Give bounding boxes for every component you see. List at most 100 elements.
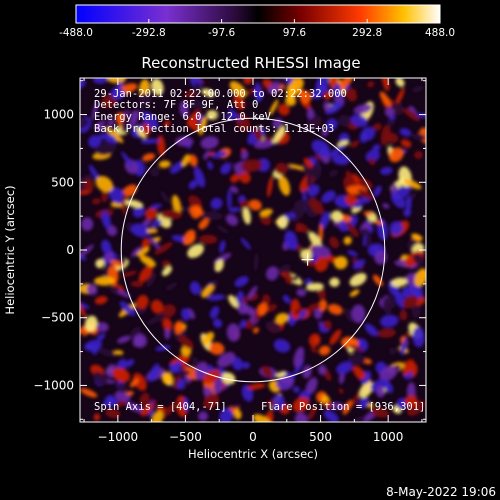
heatmap-blob — [386, 118, 396, 128]
heatmap-blob — [210, 197, 223, 210]
heatmap-blob — [407, 400, 425, 417]
solar-limb-circle — [120, 117, 386, 383]
heatmap-blob — [94, 295, 108, 305]
heatmap-blob — [351, 391, 361, 407]
heatmap-blob — [336, 140, 350, 147]
heatmap-blob — [93, 413, 101, 421]
heatmap-blob — [373, 122, 382, 131]
heatmap-blob — [93, 78, 108, 84]
heatmap-blob — [349, 272, 367, 287]
heatmap-blob — [342, 399, 353, 415]
heatmap-blob — [402, 294, 418, 309]
heatmap-blob — [374, 220, 384, 225]
heatmap-blob — [201, 331, 215, 345]
heatmap-blob — [353, 103, 372, 115]
annotation-detectors: Detectors: 7F 8F 9F, Att 0 — [94, 99, 258, 111]
heatmap-blob — [183, 229, 196, 245]
heatmap-blob — [161, 402, 177, 419]
heatmap-blob — [80, 79, 86, 89]
heatmap-blob — [243, 78, 254, 85]
heatmap-blob — [234, 276, 249, 288]
heatmap-blob — [150, 299, 164, 314]
y-axis-label: Heliocentric Y (arcsec) — [3, 185, 17, 314]
x-tick-label: −1000 — [98, 430, 139, 444]
heatmap-blob — [252, 327, 260, 334]
heatmap-blob — [213, 318, 223, 328]
heatmap-blob — [181, 154, 190, 167]
heatmap-blob — [236, 290, 244, 304]
plot-timestamp: 8-May-2022 19:06 — [386, 485, 496, 499]
heatmap-blob — [150, 219, 162, 228]
spin-axis-label: Spin Axis = [404,-71] — [94, 401, 227, 413]
heatmap-blob — [399, 309, 408, 321]
heatmap-blob — [329, 236, 340, 249]
heatmap-blob — [384, 381, 394, 394]
heatmap-blob — [308, 231, 323, 248]
heatmap-blob — [349, 289, 360, 297]
heatmap-blob — [347, 250, 359, 257]
heatmap-blob — [188, 154, 198, 167]
heatmap-blob — [382, 203, 390, 209]
heatmap-blob — [139, 255, 156, 267]
heatmap-blob — [317, 299, 328, 312]
heatmap-blob — [187, 118, 201, 132]
heatmap-blob — [121, 111, 132, 133]
heatmap-blob — [381, 78, 390, 92]
heatmap-blob — [278, 264, 291, 274]
heatmap-blob — [332, 153, 350, 165]
heatmap-blob — [135, 126, 146, 139]
heatmap-blob — [95, 141, 117, 156]
heatmap-blob — [246, 88, 255, 96]
heatmap-blob — [132, 335, 143, 347]
heatmap-blob — [304, 115, 322, 133]
heatmap-blob — [324, 401, 332, 409]
heatmap-blob — [179, 101, 189, 118]
heatmap-blob — [132, 206, 145, 218]
heatmap-blob — [239, 319, 247, 329]
colorbar-tick-label: 488.0 — [425, 27, 455, 39]
heatmap-blob — [327, 145, 346, 158]
heatmap-blob — [395, 87, 405, 106]
heatmap-blob — [232, 357, 243, 371]
heatmap-blob — [314, 256, 329, 272]
heatmap-blob — [136, 294, 149, 309]
heatmap-blob — [208, 342, 225, 355]
heatmap-blob — [302, 365, 312, 379]
heatmap-blob — [172, 194, 182, 215]
heatmap-blob — [132, 372, 147, 391]
heatmap-blob — [318, 223, 324, 242]
heatmap-blob — [264, 410, 274, 422]
heatmap-blob — [110, 86, 125, 101]
heatmap-blob — [307, 184, 320, 197]
heatmap-blob — [286, 78, 304, 97]
heatmap-blob — [150, 167, 160, 177]
heatmap-blob — [400, 139, 412, 148]
heatmap-blob — [399, 128, 412, 137]
heatmap-blob — [382, 297, 393, 314]
heatmap-blob — [265, 320, 282, 333]
heatmap-blob — [228, 107, 241, 122]
heatmap-blob — [242, 361, 251, 369]
y-tick-label: −1000 — [33, 378, 74, 392]
heatmap-blob — [138, 265, 153, 283]
heatmap-blob — [80, 388, 98, 398]
heatmap-blob — [293, 346, 305, 368]
heatmap-blob — [310, 345, 317, 354]
heatmap-blob — [308, 333, 321, 347]
annotation-method-counts: Back Projection Total counts: 1.13E+03 — [94, 123, 334, 135]
heatmap-blob — [112, 367, 131, 383]
heatmap-blob — [198, 411, 209, 422]
heatmap-blob — [391, 193, 406, 209]
heatmap-blob — [257, 302, 268, 316]
heatmap-blob — [361, 126, 376, 141]
heatmap-blob — [241, 159, 263, 172]
heatmap-blob — [217, 352, 236, 368]
heatmap-blob — [142, 219, 151, 226]
heatmap-blob — [239, 172, 251, 184]
heatmap-blob — [140, 138, 160, 144]
heatmap-blob — [375, 385, 386, 398]
heatmap-blob — [358, 397, 370, 409]
heatmap-blob — [145, 207, 158, 221]
heatmap-blob — [259, 208, 273, 217]
heatmap-blob — [124, 359, 135, 368]
